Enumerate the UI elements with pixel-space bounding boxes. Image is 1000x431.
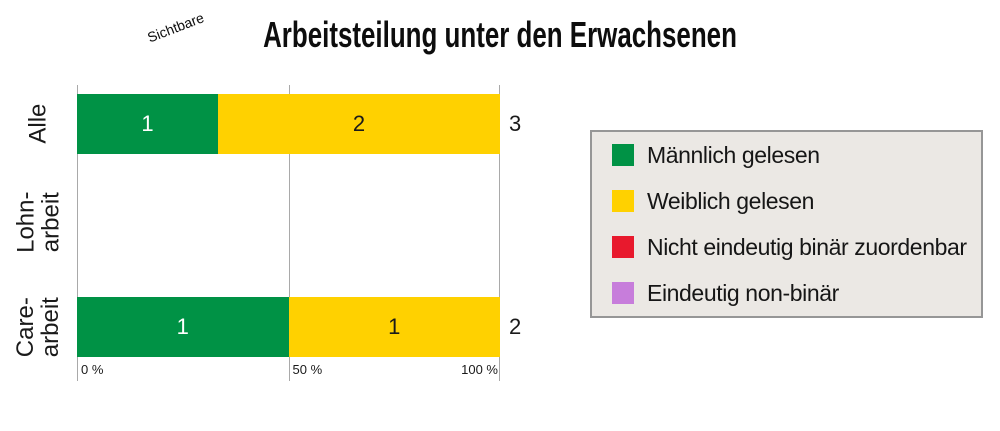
y-axis-label-text: Lohn- arbeit bbox=[12, 191, 65, 253]
gridline bbox=[499, 85, 500, 381]
bar-total-value: 3 bbox=[509, 111, 522, 136]
legend-swatch bbox=[612, 144, 634, 166]
plot-area: 0 % 50 % 100 % Alle Lohn- arbeit Care- arbei… bbox=[12, 85, 521, 381]
y-axis-label-text: Alle bbox=[24, 103, 52, 145]
legend-item: Männlich gelesen bbox=[612, 142, 981, 169]
bar-segment-value: 1 bbox=[176, 314, 189, 339]
x-axis-tick-label: 0 % bbox=[81, 362, 104, 377]
legend-item: Nicht eindeutig binär zuordenbar bbox=[612, 234, 981, 261]
bar-row bbox=[77, 196, 500, 256]
bar-row: 1 2 3 bbox=[77, 94, 521, 154]
gridline bbox=[288, 85, 290, 381]
bar-segment: 1 bbox=[77, 297, 289, 357]
legend-item: Weiblich gelesen bbox=[612, 188, 981, 215]
legend-swatch bbox=[612, 236, 634, 258]
legend-swatch bbox=[612, 190, 634, 212]
legend-label: Eindeutig non-binär bbox=[647, 279, 839, 306]
y-axis-label: Lohn- arbeit bbox=[0, 191, 77, 253]
bar-total-value: 2 bbox=[509, 314, 522, 339]
bar-segment: 1 bbox=[288, 297, 500, 357]
legend-label: Männlich gelesen bbox=[647, 141, 820, 168]
bar-segment-value: 1 bbox=[388, 314, 401, 339]
x-axis-tick-label: 50 % bbox=[292, 362, 323, 377]
bar-segment: 1 bbox=[77, 94, 218, 154]
chart-title: Arbeitsteilung unter den Erwachsenen bbox=[263, 14, 737, 55]
bar-segment-value: 1 bbox=[141, 111, 154, 136]
y-axis-label: Alle bbox=[0, 94, 77, 154]
x-axis-tick-label: 100 % bbox=[461, 362, 498, 377]
legend-label: Nicht eindeutig binär zuordenbar bbox=[647, 233, 967, 260]
y-axis-label-text: Care- arbeit bbox=[12, 296, 65, 358]
bar-row: 1 1 2 bbox=[77, 297, 521, 357]
bar-segment-value: 2 bbox=[352, 111, 366, 136]
y-axis-label: Care- arbeit bbox=[0, 297, 77, 357]
bar-segment: 2 bbox=[217, 94, 500, 154]
legend-item: Eindeutig non-binär bbox=[612, 280, 981, 307]
legend: Männlich gelesen Weiblich gelesen Nicht ei… bbox=[590, 130, 983, 318]
gridline bbox=[77, 85, 78, 381]
legend-swatch bbox=[612, 282, 634, 304]
legend-label: Weiblich gelesen bbox=[647, 187, 815, 214]
